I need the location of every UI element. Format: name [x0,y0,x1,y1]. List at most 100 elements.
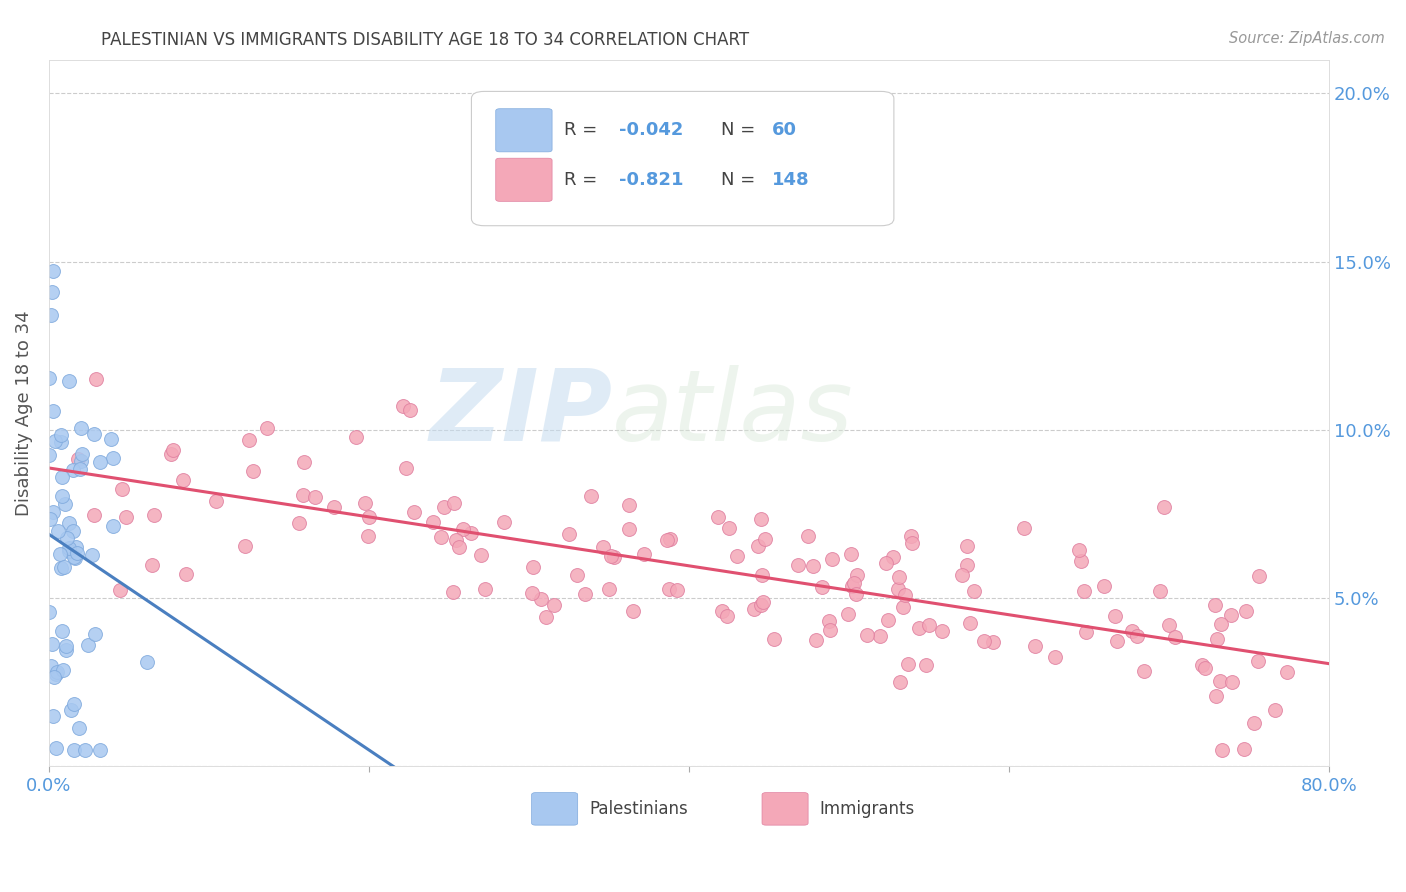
Point [430,530,453,544]
Point [82,548,104,562]
Point [1133,665,1156,679]
Point [797,528,820,542]
Point [453,522,475,536]
Point [1209,674,1232,689]
Point [1220,674,1243,689]
Point [763,632,786,646]
Point [897,657,920,672]
Point [1074,625,1097,640]
Point [460,525,482,540]
Point [959,616,981,631]
Point [58,541,80,555]
Point [530,591,553,606]
Point [1275,665,1298,679]
Point [1206,632,1229,647]
Point [918,618,941,632]
Point [751,568,773,582]
Point [658,582,681,597]
Point [89,742,111,756]
Point [42,670,65,684]
Point [856,628,879,642]
Point [1264,702,1286,716]
Point [304,491,326,505]
Point [53,497,76,511]
Point [354,495,377,509]
Point [323,500,346,514]
Point [598,582,620,596]
Point [633,547,655,561]
Point [908,621,931,635]
Point [42,709,65,723]
Point [818,623,841,637]
Point [83,426,105,441]
Point [398,402,420,417]
FancyBboxPatch shape [496,109,553,152]
Point [1209,617,1232,632]
Point [101,518,124,533]
Point [621,604,644,618]
Point [801,558,824,573]
Point [39,512,62,526]
Point [821,552,844,566]
Point [49,547,72,561]
Point [62,549,84,564]
Point [69,462,91,476]
Point [956,539,979,553]
Point [1149,584,1171,599]
Point [38,371,60,385]
Point [357,528,380,542]
Point [1204,598,1226,612]
Text: R =: R = [564,121,603,139]
Point [1194,661,1216,675]
Point [100,432,122,446]
Point [89,455,111,469]
Point [44,434,66,448]
Point [141,558,163,573]
Point [886,582,908,596]
Point [422,516,444,530]
Point [449,540,471,554]
Point [894,589,917,603]
Point [806,632,828,647]
Point [55,642,77,657]
Point [846,568,869,582]
Point [882,550,904,565]
Point [522,559,544,574]
Point [62,462,84,476]
Point [565,568,588,582]
Text: PALESTINIAN VS IMMIGRANTS DISABILITY AGE 18 TO 34 CORRELATION CHART: PALESTINIAN VS IMMIGRANTS DISABILITY AGE… [101,31,749,49]
Point [242,464,264,478]
Point [346,430,368,444]
Point [747,540,769,554]
Point [38,605,60,619]
Point [931,624,953,639]
Point [52,663,75,677]
Point [51,470,73,484]
Point [751,595,773,609]
Point [67,721,90,735]
Point [84,627,107,641]
Text: -0.042: -0.042 [619,121,683,139]
Point [51,490,73,504]
Point [444,533,467,547]
Point [617,498,640,512]
Text: ZIP: ZIP [429,365,612,461]
Point [59,703,82,717]
Point [392,399,415,413]
Point [494,515,516,529]
Point [1220,607,1243,622]
Point [900,529,922,543]
Point [901,535,924,549]
Point [749,511,772,525]
Point [725,549,748,564]
Point [69,454,91,468]
Text: 60: 60 [772,121,797,139]
Point [172,473,194,487]
Point [1024,639,1046,653]
Point [887,570,910,584]
Point [665,582,688,597]
Point [1092,579,1115,593]
FancyBboxPatch shape [471,91,894,226]
Point [256,421,278,435]
Point [49,561,72,575]
